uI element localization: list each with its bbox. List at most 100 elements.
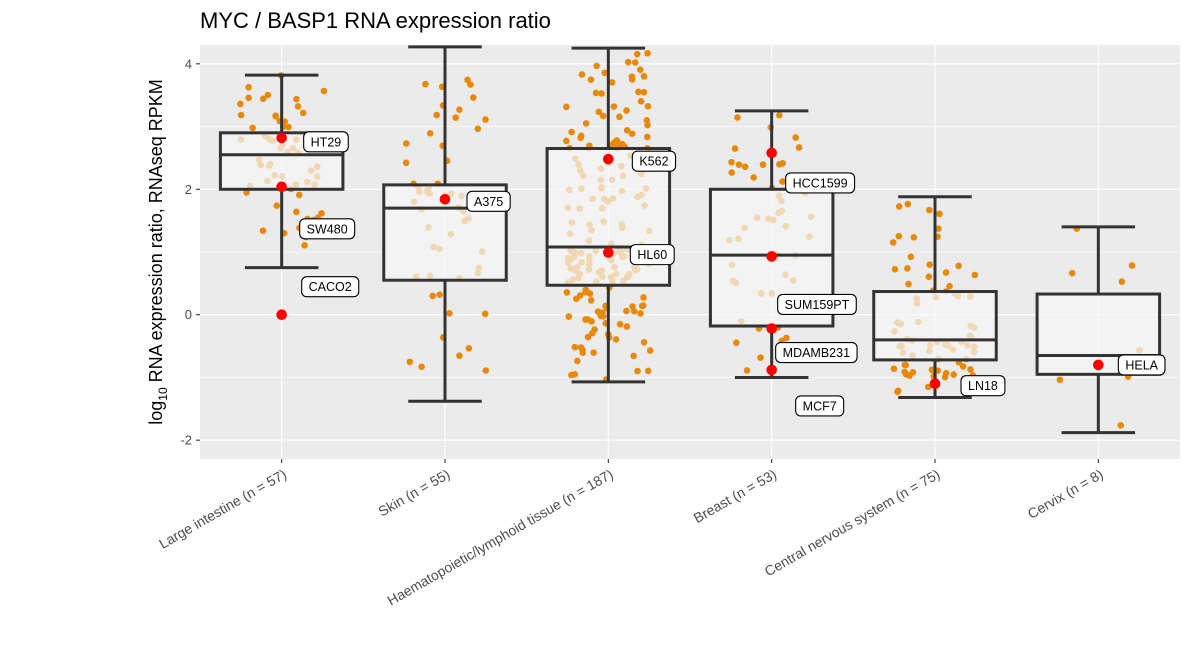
cell-line-label-box: [301, 276, 360, 298]
data-point: [589, 329, 596, 337]
data-point: [273, 202, 281, 209]
data-point: [640, 88, 648, 96]
data-point: [950, 371, 957, 378]
cell-line-label-box: [1117, 354, 1166, 376]
data-point: [783, 334, 790, 342]
cell-line-label-a375: A375: [466, 190, 511, 212]
cell-line-label-hcc1599: HCC1599: [785, 172, 856, 194]
data-point: [640, 73, 648, 80]
data-point: [563, 137, 570, 145]
data-point: [245, 94, 252, 102]
cell-line-label-text: CACO2: [309, 280, 352, 294]
y-axis: -2 0 2 4: [180, 56, 200, 448]
data-point: [584, 333, 592, 341]
y-tick-label: -2: [180, 433, 192, 448]
data-point: [1056, 376, 1064, 384]
cell-line-label-text: MCF7: [803, 399, 837, 413]
cell-line-label-mdamb231: MDAMB231: [775, 341, 858, 364]
data-point: [565, 313, 573, 320]
data-point: [628, 76, 636, 83]
data-point: [595, 108, 603, 116]
data-point: [1068, 269, 1076, 277]
data-point: [301, 242, 308, 249]
data-point: [571, 343, 579, 351]
x-tick-label: Skin (n = 55): [375, 466, 452, 520]
highlight-point-a375: [439, 194, 451, 205]
highlight-point-k562: [603, 153, 614, 165]
data-point: [402, 159, 410, 167]
cell-line-label-box: [795, 395, 845, 417]
cell-line-label-box: [629, 244, 675, 266]
data-point: [588, 318, 595, 325]
cell-line-label-text: SUM159PT: [785, 298, 850, 312]
data-point: [728, 169, 736, 176]
data-point: [613, 137, 621, 144]
data-point: [264, 91, 272, 99]
data-point: [901, 368, 908, 376]
highlight-point-caco2: [276, 309, 287, 321]
data-point: [1118, 278, 1126, 286]
cell-line-label-box: [631, 150, 677, 172]
cell-line-label-text: K562: [639, 155, 668, 169]
data-point: [623, 107, 630, 114]
data-point: [646, 347, 654, 354]
data-point: [735, 161, 743, 168]
cell-line-label-caco2: CACO2: [301, 276, 360, 298]
cell-line-label-text: MDAMB231: [783, 346, 850, 360]
data-point: [640, 294, 647, 301]
data-point: [634, 367, 641, 375]
data-point: [237, 111, 245, 119]
data-point: [593, 62, 600, 70]
data-point: [318, 210, 325, 217]
data-point: [1128, 262, 1136, 269]
data-point: [568, 371, 575, 379]
data-point: [482, 116, 489, 123]
data-point: [592, 89, 600, 97]
data-point: [728, 158, 735, 166]
data-point: [910, 234, 918, 241]
data-point: [942, 369, 950, 377]
highlight-point-hl60: [603, 247, 614, 258]
x-tick-label: Cervix (n = 8): [1025, 466, 1106, 522]
box-group: [872, 195, 998, 400]
cell-line-label-sw480: SW480: [299, 218, 356, 240]
data-point: [465, 345, 473, 352]
data-point: [926, 261, 933, 268]
data-point: [637, 66, 644, 74]
highlight-point-ln18: [929, 378, 941, 390]
data-point: [272, 113, 280, 120]
data-point: [597, 312, 605, 320]
data-point: [612, 336, 620, 343]
highlight-point-mdamb231: [766, 323, 777, 334]
data-point: [616, 113, 623, 121]
highlight-point-mcf7: [766, 364, 777, 376]
data-point: [402, 140, 410, 147]
data-point: [907, 253, 915, 261]
highlight-point-hela: [1093, 359, 1104, 371]
data-point: [635, 88, 642, 96]
data-point: [795, 144, 803, 151]
data-point: [633, 50, 641, 58]
data-point: [623, 127, 631, 134]
data-point: [638, 302, 646, 310]
data-point: [779, 178, 786, 185]
data-point: [294, 103, 302, 110]
data-point: [573, 295, 580, 303]
data-point: [890, 365, 898, 373]
y-tick-label: 2: [185, 182, 192, 197]
data-point: [942, 269, 950, 276]
data-point: [456, 352, 463, 359]
data-point: [456, 106, 463, 113]
data-point: [750, 174, 757, 181]
data-point: [640, 338, 648, 346]
data-point: [901, 361, 909, 369]
cell-line-label-box: [777, 293, 857, 315]
data-point: [637, 310, 644, 317]
data-point: [759, 161, 767, 168]
cell-line-label-sum159pt: SUM159PT: [777, 293, 857, 315]
data-point: [563, 289, 571, 296]
highlight-point-ht29: [276, 132, 287, 144]
data-point: [935, 225, 942, 232]
data-point: [578, 71, 586, 78]
y-axis-label: log10 RNA expression ratio, RNAseq RPKM: [146, 79, 170, 425]
